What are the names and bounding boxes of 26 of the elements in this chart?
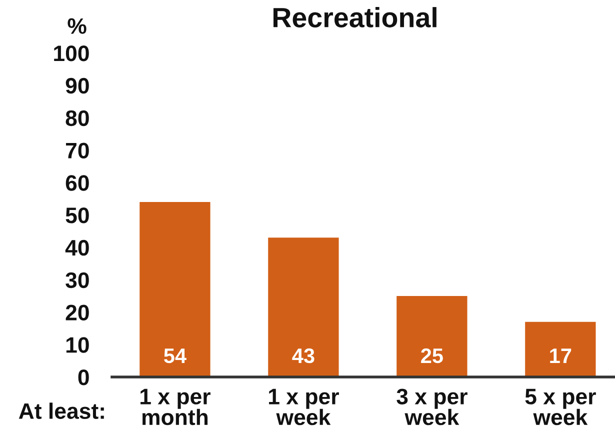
data-label: 54 xyxy=(164,348,186,364)
bar xyxy=(396,296,468,377)
y-tick-label: 30 xyxy=(66,272,89,288)
data-label: 43 xyxy=(292,348,314,364)
y-tick-label: 40 xyxy=(65,240,89,256)
data-label: 17 xyxy=(550,348,572,363)
y-tick-label: 60 xyxy=(66,175,89,191)
y-tick-label: 10 xyxy=(66,337,89,353)
x-axis-title: At least: xyxy=(18,402,104,419)
y-tick-label: 0 xyxy=(78,370,89,386)
y-tick-label: 70 xyxy=(66,142,89,158)
y-tick-label: 90 xyxy=(66,78,89,94)
chart-title: Recreational xyxy=(273,7,436,28)
x-tick-label: 1 x per week xyxy=(269,388,339,426)
bar xyxy=(525,322,596,377)
y-axis-title: % xyxy=(68,18,86,34)
bar xyxy=(140,202,210,377)
y-tick-label: 20 xyxy=(66,304,89,320)
y-tick-label: 50 xyxy=(66,208,89,224)
y-tick-label: 80 xyxy=(66,110,89,126)
x-tick-label: 5 x per week xyxy=(525,388,596,426)
x-tick-label: 1 x per month xyxy=(140,388,210,426)
y-tick-label: 100 xyxy=(54,46,89,62)
x-tick-label: 3 x per week xyxy=(396,388,468,426)
data-label: 25 xyxy=(421,348,443,364)
bar xyxy=(268,238,339,377)
